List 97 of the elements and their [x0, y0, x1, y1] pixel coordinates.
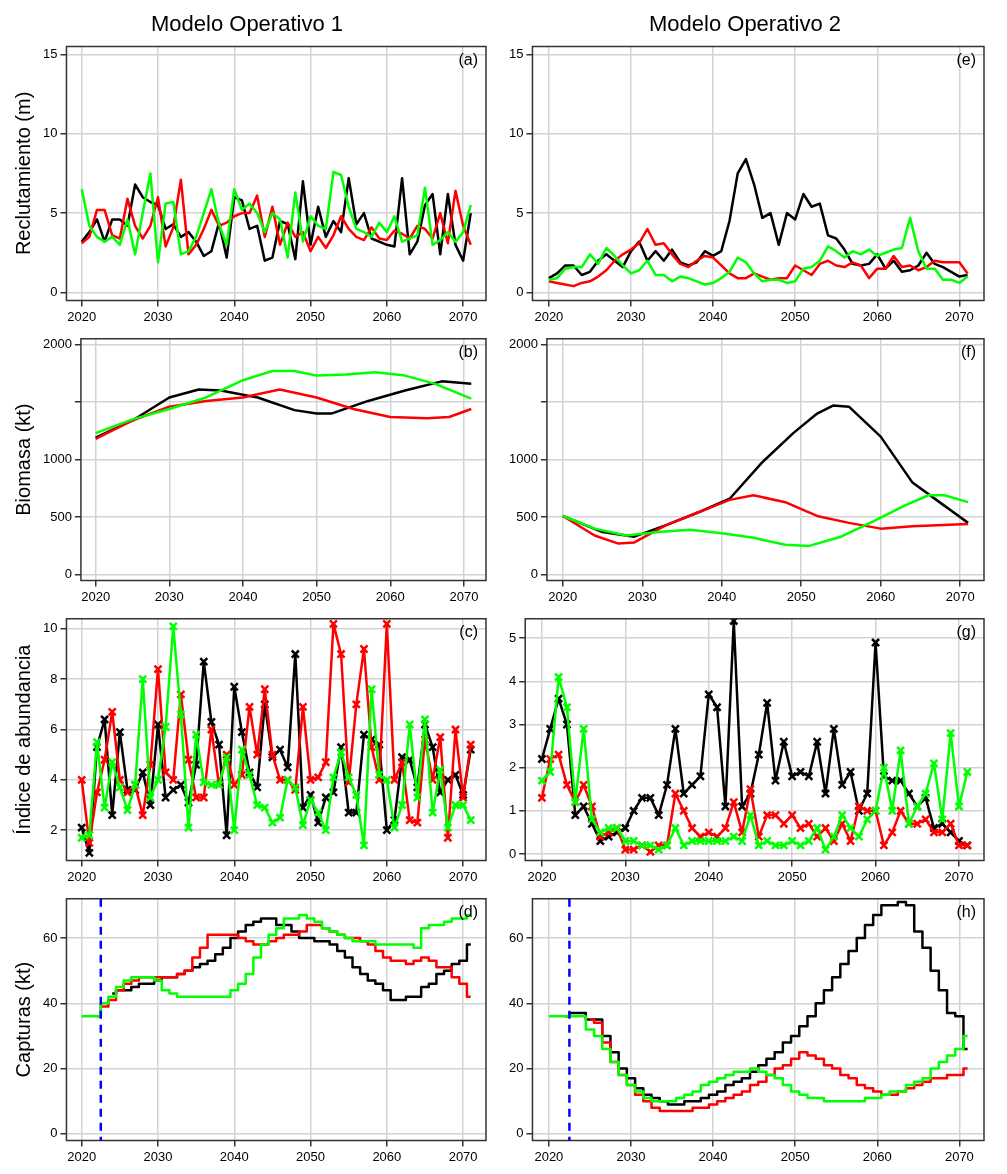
x-tick-label: 2070: [448, 1148, 478, 1164]
x-tick-label: 2040: [698, 1148, 728, 1164]
x-tick-label: 2020: [67, 1148, 97, 1164]
y-axis-title: Biomasa (kt): [11, 403, 34, 516]
x-tick-label: 2040: [698, 308, 728, 324]
x-tick-label: 2060: [372, 868, 402, 884]
y-tick-label: 0: [50, 284, 58, 300]
x-tick-label: 2030: [616, 308, 646, 324]
x-tick-label: 2050: [296, 1148, 326, 1164]
x-tick-label: 2020: [534, 1148, 564, 1164]
y-tick-label: 5: [509, 629, 517, 645]
x-tick-label: 2040: [228, 588, 258, 604]
x-tick-label: 2030: [627, 588, 657, 604]
y-tick-label: 5: [50, 204, 58, 220]
x-tick-label: 2050: [780, 308, 810, 324]
y-tick-label: 500: [50, 508, 72, 524]
annotation: (c): [459, 623, 478, 641]
y-tick-label: 20: [42, 1060, 58, 1076]
x-tick-label: 2050: [786, 588, 816, 604]
chart-title: Modelo Operativo 2: [649, 11, 841, 37]
x-tick-label: 2070: [449, 588, 479, 604]
y-tick-label: 4: [509, 672, 517, 688]
x-tick-label: 2030: [616, 1148, 646, 1164]
y-tick-label: 15: [508, 45, 524, 61]
x-tick-label: 2070: [448, 308, 478, 324]
y-tick-label: 10: [42, 620, 58, 636]
x-tick-label: 2070: [944, 308, 974, 324]
x-tick-label: 2050: [296, 308, 326, 324]
y-tick-label: 8: [50, 670, 58, 686]
y-tick-label: 4: [50, 771, 58, 787]
y-tick-label: 2000: [509, 336, 538, 352]
x-tick-label: 2060: [862, 308, 892, 324]
y-tick-label: 0: [516, 284, 524, 300]
y-tick-label: 60: [508, 929, 524, 945]
y-tick-label: 40: [42, 994, 58, 1010]
x-tick-label: 2060: [862, 1148, 892, 1164]
x-tick-label: 2050: [296, 868, 326, 884]
x-tick-label: 2040: [694, 868, 724, 884]
y-tick-label: 0: [50, 1125, 58, 1141]
x-tick-label: 2020: [548, 588, 578, 604]
chart-title: Modelo Operativo 1: [151, 11, 343, 37]
x-tick-label: 2020: [67, 868, 97, 884]
x-tick-label: 2030: [143, 308, 173, 324]
x-tick-label: 2020: [81, 588, 111, 604]
y-tick-label: 0: [509, 845, 517, 861]
x-tick-label: 2060: [861, 868, 891, 884]
y-tick-label: 10: [508, 125, 524, 141]
y-tick-label: 0: [64, 566, 72, 582]
annotation: (f): [960, 343, 976, 361]
y-axis-title: Reclutamiento (m): [11, 91, 34, 256]
annotation: (d): [458, 903, 478, 921]
x-tick-label: 2070: [944, 868, 974, 884]
y-tick-label: 20: [508, 1060, 524, 1076]
x-tick-label: 2050: [777, 868, 807, 884]
y-tick-label: 1000: [509, 451, 538, 467]
x-tick-label: 2060: [372, 308, 402, 324]
y-tick-label: 0: [530, 566, 538, 582]
x-tick-label: 2040: [219, 1148, 249, 1164]
annotation: (g): [956, 623, 976, 641]
x-tick-label: 2070: [945, 588, 975, 604]
x-tick-label: 2040: [219, 868, 249, 884]
y-axis-title: Capturas (kt): [11, 961, 34, 1078]
y-tick-label: 1000: [43, 451, 72, 467]
x-tick-label: 2030: [143, 1148, 173, 1164]
y-tick-label: 2: [50, 821, 58, 837]
x-tick-label: 2070: [944, 1148, 974, 1164]
x-tick-label: 2050: [302, 588, 332, 604]
y-tick-label: 6: [50, 721, 58, 737]
x-tick-label: 2070: [448, 868, 478, 884]
annotation: (h): [956, 903, 976, 921]
y-tick-label: 60: [42, 929, 58, 945]
x-tick-label: 2030: [143, 868, 173, 884]
annotation: (e): [956, 50, 976, 68]
y-tick-label: 2000: [43, 336, 72, 352]
x-tick-label: 2020: [67, 308, 97, 324]
x-tick-label: 2040: [219, 308, 249, 324]
x-tick-label: 2060: [372, 1148, 402, 1164]
y-tick-label: 15: [42, 45, 58, 61]
x-tick-label: 2040: [707, 588, 737, 604]
y-tick-label: 5: [516, 204, 524, 220]
y-tick-label: 2: [509, 759, 517, 775]
x-tick-label: 2020: [527, 868, 557, 884]
y-tick-label: 3: [509, 716, 517, 732]
y-tick-label: 0: [516, 1125, 524, 1141]
y-tick-label: 500: [516, 508, 538, 524]
x-tick-label: 2030: [610, 868, 640, 884]
x-tick-label: 2030: [154, 588, 184, 604]
y-axis-title: Índice de abundancia: [11, 643, 34, 835]
x-tick-label: 2060: [866, 588, 896, 604]
y-tick-label: 10: [42, 125, 58, 141]
annotation: (b): [458, 343, 478, 361]
y-tick-label: 1: [509, 802, 517, 818]
x-tick-label: 2050: [780, 1148, 810, 1164]
annotation: (a): [458, 50, 478, 68]
x-tick-label: 2020: [534, 308, 564, 324]
x-tick-label: 2060: [375, 588, 405, 604]
y-tick-label: 40: [508, 994, 524, 1010]
